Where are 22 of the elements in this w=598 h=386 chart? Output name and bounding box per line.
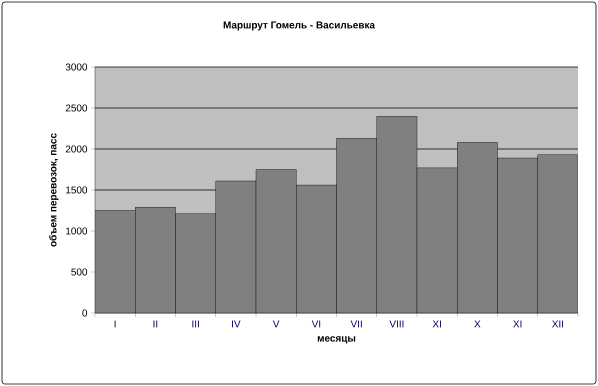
x-tick-label: II [154,320,158,328]
x-tick-label: VIII [389,320,404,328]
chart-title: Маршрут Гомель - Васильевка [224,22,376,30]
x-tick-label: XI [513,320,522,328]
y-tick-label: 2500 [66,104,88,112]
x-axis-title: месяцы [318,336,356,344]
y-tick-label: 0 [82,309,88,317]
x-tick-label: III [192,320,199,328]
x-tick-label: XII [552,320,564,328]
x-tick-label: X [474,320,480,328]
y-axis-title: объем перевозок, пасс [49,133,58,247]
y-tick-label: 3000 [66,63,88,71]
x-tick-label: XI [432,320,441,328]
y-tick-label: 500 [71,268,88,276]
x-tick-label: VII [350,320,362,328]
y-tick-label: 1000 [66,227,88,235]
y-tick-label: 1500 [66,186,88,194]
x-tick-label: VI [312,320,320,328]
x-tick-label: V [272,320,280,328]
x-tick-label: IV [232,320,241,328]
x-tick-label: I [114,320,116,328]
y-tick-label: 2000 [66,145,88,153]
